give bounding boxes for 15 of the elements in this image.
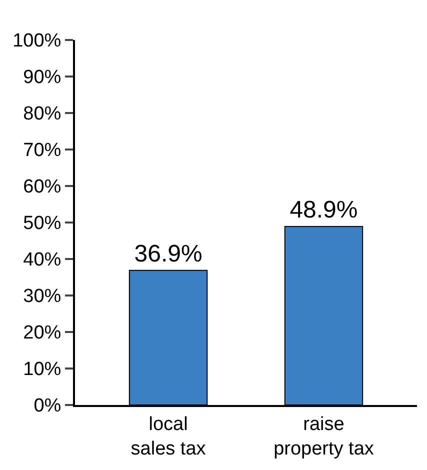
y-tick-label: 80% bbox=[23, 104, 62, 125]
data-label: 36.9% bbox=[134, 240, 202, 268]
y-tick-label: 100% bbox=[12, 30, 62, 52]
y-tick-label: 10% bbox=[23, 359, 62, 380]
x-tick-label: local sales tax bbox=[130, 414, 206, 460]
y-tick-label: 0% bbox=[34, 396, 62, 417]
y-tick-label: 20% bbox=[23, 322, 62, 344]
y-tick-label: 50% bbox=[23, 213, 62, 234]
x-tick-label: raise property tax bbox=[274, 414, 374, 460]
data-label: 48.9% bbox=[290, 196, 358, 224]
y-tick-label: 90% bbox=[23, 67, 62, 88]
y-tick-label: 30% bbox=[23, 286, 62, 308]
y-tick-label: 60% bbox=[23, 176, 62, 198]
y-tick-label: 70% bbox=[23, 140, 62, 162]
y-tick-label: 40% bbox=[23, 250, 62, 271]
